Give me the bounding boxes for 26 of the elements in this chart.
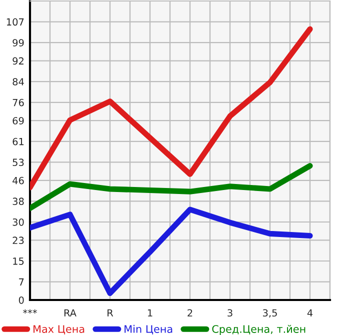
y-tick-label: 0 bbox=[18, 296, 24, 304]
y-tick-label: 76 bbox=[12, 98, 24, 106]
x-tick-label: 1 bbox=[148, 309, 152, 316]
legend-label: Max Цена bbox=[34, 325, 84, 334]
x-tick-label: 3 bbox=[228, 309, 232, 317]
x-tick-label: R bbox=[108, 309, 114, 316]
y-tick-label: 38 bbox=[12, 198, 24, 206]
y-tick-label: 92 bbox=[12, 57, 24, 65]
x-tick-label: RA bbox=[64, 309, 76, 316]
y-tick-label: 69 bbox=[12, 117, 24, 124]
legend-label: Сред.Цена, т.йен bbox=[212, 324, 306, 335]
x-tick-label: 2 bbox=[188, 309, 192, 316]
y-tick-label: 53 bbox=[12, 158, 24, 166]
y-tick-label: 23 bbox=[12, 236, 24, 244]
x-tick-label: *** bbox=[23, 309, 37, 314]
y-tick-label: 30 bbox=[12, 218, 24, 226]
y-tick-label: 15 bbox=[13, 258, 24, 265]
y-tick-label: 99 bbox=[12, 39, 24, 46]
legend-label: Min Цена bbox=[124, 324, 172, 334]
x-tick-label: 4 bbox=[307, 309, 313, 316]
y-tick-label: 84 bbox=[12, 78, 24, 86]
y-tick-label: 107 bbox=[6, 18, 24, 26]
x-tick-label: 3,5 bbox=[263, 309, 277, 318]
y-tick-label: 7 bbox=[19, 278, 24, 286]
y-tick-label: 61 bbox=[12, 138, 24, 146]
y-tick-label: 46 bbox=[12, 176, 24, 184]
